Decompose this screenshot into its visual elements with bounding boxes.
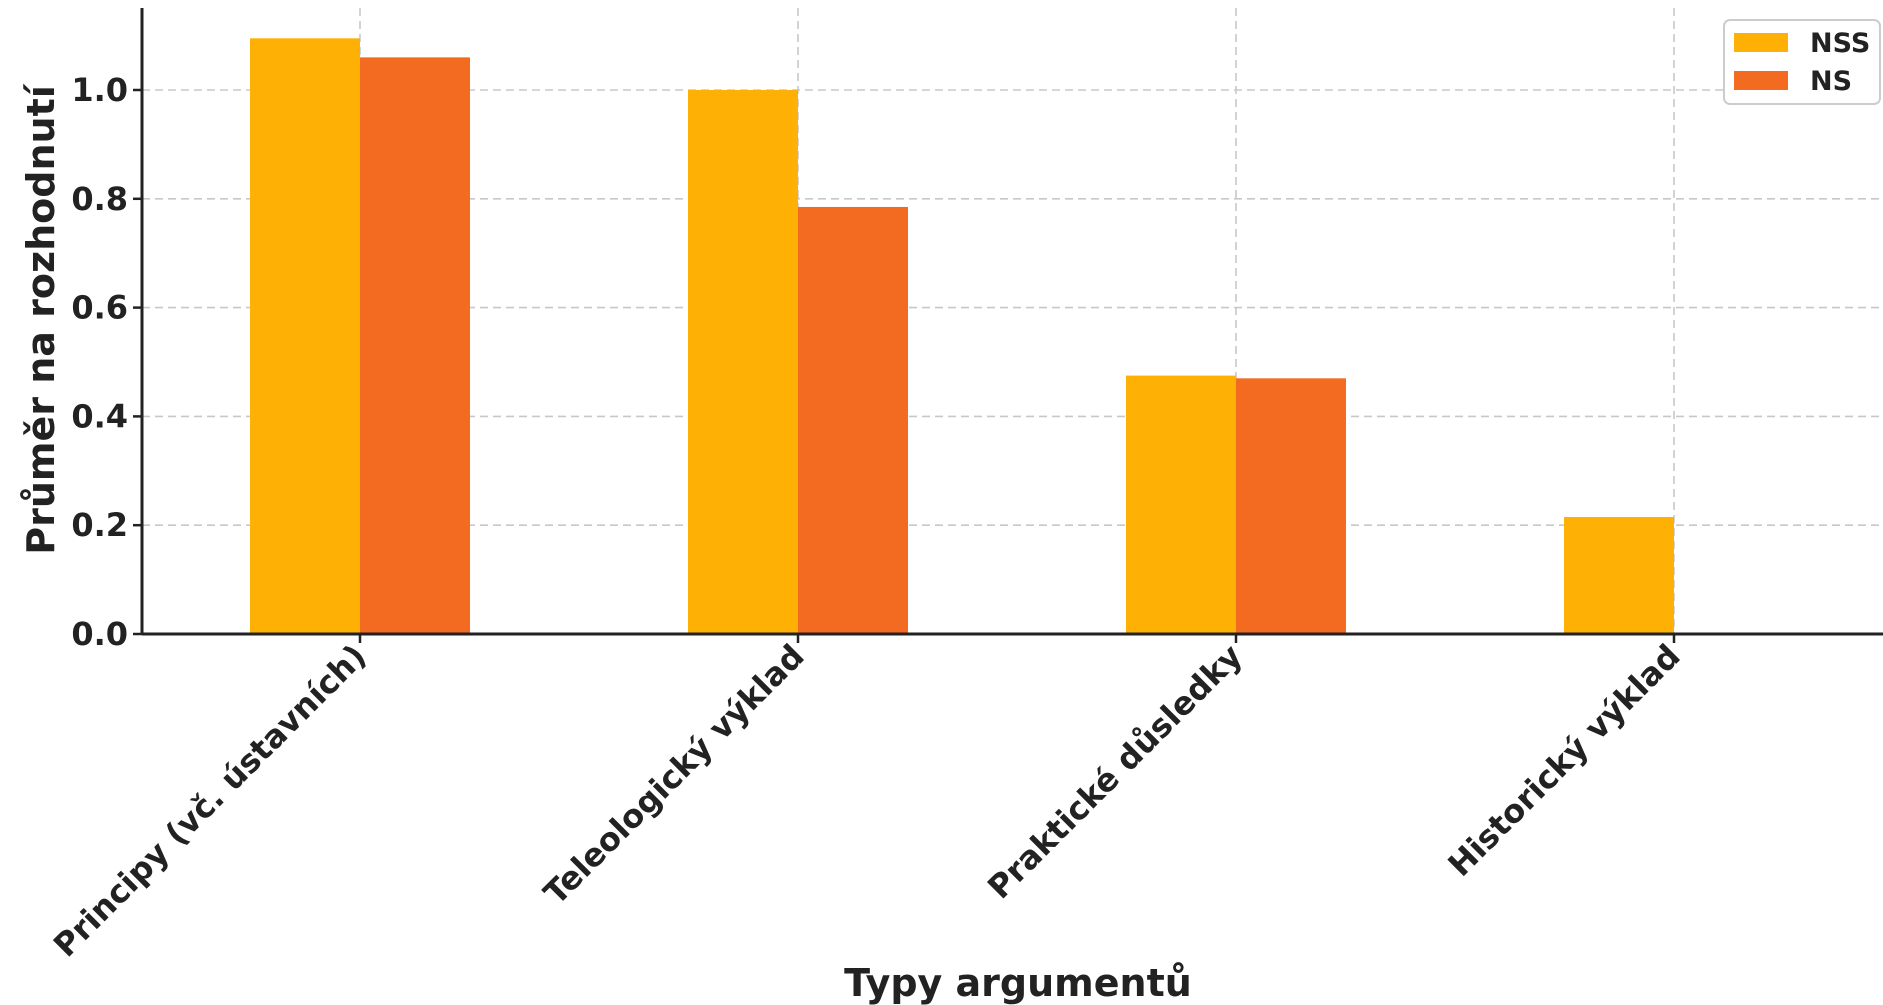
bar-nss-2 xyxy=(688,90,798,634)
bar-nss-4 xyxy=(1564,517,1674,634)
x-tick-label: Teleologický výklad xyxy=(536,637,811,912)
x-tick-label: Principy (vč. ústavních) xyxy=(46,637,374,965)
y-tick-label: 0.8 xyxy=(71,180,128,218)
bar-ns-1 xyxy=(360,57,470,635)
x-ticks: Principy (vč. ústavních) Teleologický výk… xyxy=(46,634,1688,964)
bar-nss-1 xyxy=(250,38,360,634)
y-tick-label: 0.4 xyxy=(71,397,128,435)
y-ticks: 0.0 0.2 0.4 0.6 0.8 1.0 xyxy=(71,71,142,653)
legend-label-ns: NS xyxy=(1810,66,1852,97)
legend-swatch-nss xyxy=(1734,33,1788,52)
y-tick-label: 0.0 xyxy=(71,615,128,653)
x-tick-label: Historický výklad xyxy=(1440,637,1687,884)
y-tick-label: 0.2 xyxy=(71,506,128,544)
bars xyxy=(250,38,1674,635)
x-tick-label: Praktické důsledky xyxy=(980,637,1250,907)
legend: NSS NS xyxy=(1723,19,1881,105)
x-axis-title: Typy argumentů xyxy=(844,961,1192,1005)
bar-nss-3 xyxy=(1126,375,1236,634)
bar-ns-3 xyxy=(1236,378,1346,634)
legend-swatch-ns xyxy=(1734,71,1788,90)
y-axis-title: Průměr na rozhodnutí xyxy=(19,83,63,555)
y-tick-label: 1.0 xyxy=(71,71,128,109)
y-tick-label: 0.6 xyxy=(71,289,128,327)
bar-ns-2 xyxy=(798,206,908,634)
axes xyxy=(140,8,1883,636)
legend-label-nss: NSS xyxy=(1810,28,1870,59)
